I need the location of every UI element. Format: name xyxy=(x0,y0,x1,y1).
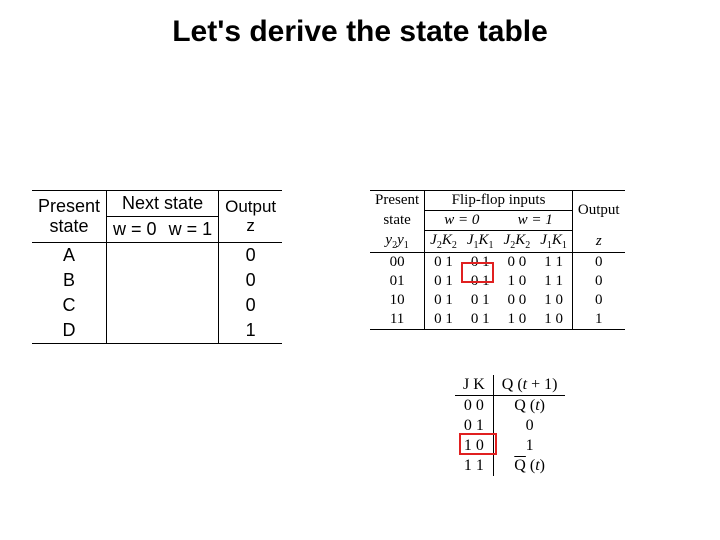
highlight-jk-row xyxy=(459,433,497,455)
t1-output-header: Outputz xyxy=(219,191,283,243)
t3-r3-jk: 1 1 xyxy=(455,456,493,476)
t2-r3-c: 1 0 xyxy=(499,310,536,330)
t1-r3-o: 1 xyxy=(219,318,283,344)
t2-state: state xyxy=(370,211,425,231)
t2-r1-z: 0 xyxy=(572,272,624,291)
t1-present-header: Presentstate xyxy=(32,191,107,243)
t1-r2-o: 0 xyxy=(219,293,283,318)
highlight-flipflop-cell xyxy=(461,262,494,283)
t1-r2-s: C xyxy=(32,293,107,318)
t2-ff: Flip-flop inputs xyxy=(425,191,573,211)
t2-y: y2y1 xyxy=(370,231,425,253)
t1-r0-s: A xyxy=(32,243,107,269)
t2-r1-a: 0 1 xyxy=(425,272,462,291)
t2-r2-a: 0 1 xyxy=(425,291,462,310)
t3-r0-jk: 0 0 xyxy=(455,396,493,417)
t1-w1: w = 1 xyxy=(163,217,219,243)
t2-r1-c: 1 0 xyxy=(499,272,536,291)
t2-r2-z: 0 xyxy=(572,291,624,310)
t1-next-header: Next state xyxy=(107,191,219,217)
t2-r2-d: 1 0 xyxy=(535,291,572,310)
t2-present: Present xyxy=(370,191,425,211)
flipflop-table: Present Flip-flop inputs Output state w … xyxy=(370,190,625,330)
t2-r0-a: 0 1 xyxy=(425,253,462,273)
t2-r0-y: 00 xyxy=(370,253,425,273)
t2-j2k2-1: J2K2 xyxy=(499,231,536,253)
t2-j2k2-0: J2K2 xyxy=(425,231,462,253)
t1-r1-s: B xyxy=(32,268,107,293)
t2-r3-b: 0 1 xyxy=(462,310,499,330)
t2-r3-y: 11 xyxy=(370,310,425,330)
t2-w1: w = 1 xyxy=(499,211,573,231)
t2-r2-c: 0 0 xyxy=(499,291,536,310)
t2-j1k1-1: J1K1 xyxy=(535,231,572,253)
t2-r2-b: 0 1 xyxy=(462,291,499,310)
t1-r0-o: 0 xyxy=(219,243,283,269)
t3-r2-q: 1 xyxy=(493,436,565,456)
t2-j1k1-0: J1K1 xyxy=(462,231,499,253)
page-title: Let's derive the state table xyxy=(0,15,720,49)
t2-out: Output xyxy=(572,191,624,231)
t3-q-h: Q (t + 1) xyxy=(493,375,565,396)
t3-r3-q: Q (t) xyxy=(493,456,565,476)
t2-r3-z: 1 xyxy=(572,310,624,330)
t2-r0-d: 1 1 xyxy=(535,253,572,273)
t2-r1-y: 01 xyxy=(370,272,425,291)
t2-z: z xyxy=(572,231,624,253)
t1-r3-s: D xyxy=(32,318,107,344)
t1-w0: w = 0 xyxy=(107,217,163,243)
t3-jk-h: J K xyxy=(455,375,493,396)
t3-r0-q: Q (t) xyxy=(493,396,565,417)
t3-r1-q: 0 xyxy=(493,416,565,436)
t2-r0-z: 0 xyxy=(572,253,624,273)
t2-r3-d: 1 0 xyxy=(535,310,572,330)
t2-r1-d: 1 1 xyxy=(535,272,572,291)
t2-r3-a: 0 1 xyxy=(425,310,462,330)
t2-r0-c: 0 0 xyxy=(499,253,536,273)
t2-w0: w = 0 xyxy=(425,211,499,231)
t1-r1-o: 0 xyxy=(219,268,283,293)
t2-r2-y: 10 xyxy=(370,291,425,310)
state-table: Presentstate Next state Outputz w = 0 w … xyxy=(32,190,282,344)
jk-table: J K Q (t + 1) 0 0 Q (t) 0 1 0 1 0 1 1 1 … xyxy=(455,375,565,476)
